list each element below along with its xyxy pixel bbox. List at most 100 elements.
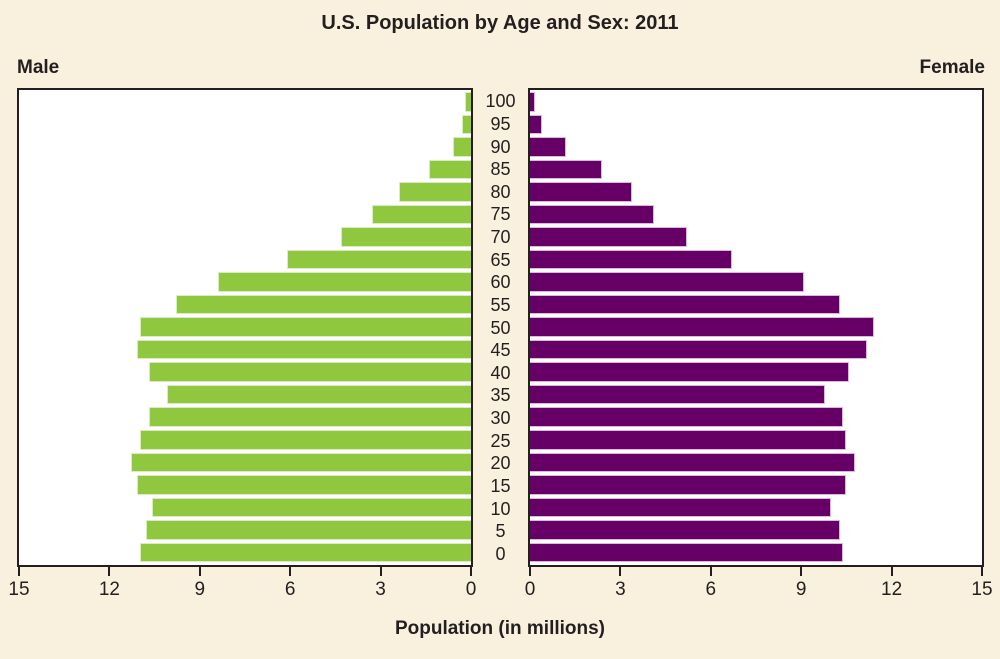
pyramid-row-female-30 (530, 407, 982, 430)
bar-male-age-10 (151, 497, 471, 518)
bar-female-age-40 (530, 362, 850, 382)
pyramid-row-male-15 (19, 475, 471, 498)
tick-male-9 (198, 567, 201, 576)
age-label-30: 30 (490, 408, 511, 429)
age-label-10: 10 (490, 498, 511, 519)
pyramid-row-female-45 (530, 339, 982, 363)
pyramid-row-male-35 (19, 384, 471, 408)
pyramid-row-female-80 (530, 182, 982, 205)
male-panel (17, 88, 473, 567)
bar-male-age-90 (452, 137, 471, 157)
bar-male-age-70 (341, 227, 471, 247)
bar-male-age-50 (139, 317, 471, 337)
bar-female-age-85 (530, 159, 603, 180)
bar-male-age-20 (130, 452, 471, 473)
pyramid-row-female-25 (530, 429, 982, 453)
pyramid-row-female-35 (530, 384, 982, 408)
bar-male-age-35 (166, 384, 471, 405)
bar-male-age-65 (287, 249, 471, 270)
bar-male-age-15 (136, 475, 471, 495)
pyramid-row-male-65 (19, 249, 471, 273)
tick-male-15 (18, 567, 20, 576)
pyramid-row-female-10 (530, 497, 982, 521)
bar-male-age-60 (217, 272, 471, 292)
age-label-75: 75 (490, 204, 511, 225)
bar-female-age-15 (530, 475, 847, 495)
bar-female-age-55 (530, 294, 841, 315)
pyramid-row-male-0 (19, 542, 471, 566)
age-label-55: 55 (490, 294, 511, 315)
male-x-axis: 15 12 9 6 3 0 (8, 567, 476, 607)
pyramid-row-male-5 (19, 520, 471, 543)
pyramid-row-female-5 (530, 520, 982, 543)
tick-label-male-12: 12 (98, 579, 120, 600)
age-label-50: 50 (490, 317, 511, 338)
age-label-90: 90 (490, 136, 511, 157)
tick-male-12 (108, 567, 111, 576)
pyramid-row-male-80 (19, 182, 471, 205)
tick-female-12 (890, 567, 893, 576)
chart-title: U.S. Population by Age and Sex: 2011 (321, 12, 679, 34)
tick-label-male-3: 3 (375, 579, 386, 600)
pyramid-row-male-45 (19, 339, 471, 363)
tick-label-female-3: 3 (615, 579, 626, 600)
bar-female-age-10 (530, 497, 832, 518)
pyramid-row-female-15 (530, 475, 982, 498)
pyramid-row-male-20 (19, 452, 471, 476)
bar-female-age-45 (530, 339, 868, 360)
pyramid-row-male-40 (19, 362, 471, 385)
bar-male-age-85 (428, 159, 471, 180)
tick-label-female-6: 6 (705, 579, 717, 600)
pyramid-row-male-50 (19, 317, 471, 340)
pyramid-row-female-0 (530, 542, 982, 566)
bar-male-age-100 (464, 92, 471, 112)
female-x-axis: 0 3 6 9 12 15 (525, 567, 993, 607)
tick-female-3 (619, 567, 622, 576)
bar-female-age-50 (530, 317, 874, 337)
pyramid-row-male-75 (19, 204, 471, 228)
age-label-0: 0 (495, 543, 506, 564)
bar-male-age-95 (461, 114, 471, 135)
bar-female-age-5 (530, 520, 841, 540)
pyramid-row-female-20 (530, 452, 982, 476)
tick-female-6 (709, 567, 712, 576)
tick-label-male-15: 15 (8, 579, 30, 600)
age-label-85: 85 (490, 159, 511, 180)
age-label-65: 65 (490, 249, 511, 270)
pyramid-row-female-65 (530, 249, 982, 273)
bar-male-age-25 (139, 429, 471, 450)
pyramid-row-female-70 (530, 227, 982, 250)
age-label-70: 70 (490, 227, 511, 248)
pyramid-row-female-95 (530, 114, 982, 138)
age-label-95: 95 (490, 113, 511, 134)
age-label-35: 35 (490, 385, 511, 406)
pyramid-row-male-70 (19, 227, 471, 250)
male-bars (19, 90, 471, 565)
bar-female-age-60 (530, 272, 805, 292)
pyramid-row-female-90 (530, 137, 982, 160)
tick-label-female-9: 9 (795, 579, 807, 600)
age-label-45: 45 (490, 340, 511, 361)
bar-male-age-40 (148, 362, 471, 382)
bar-female-age-100 (530, 92, 535, 112)
bar-female-age-80 (530, 182, 633, 202)
age-label-5: 5 (495, 521, 506, 542)
bar-female-age-95 (530, 114, 543, 135)
tick-label-female-12: 12 (881, 579, 903, 600)
pyramid-row-male-85 (19, 159, 471, 183)
pyramid-row-female-75 (530, 204, 982, 228)
age-label-80: 80 (490, 181, 511, 202)
tick-female-9 (800, 567, 803, 576)
pyramid-row-male-25 (19, 429, 471, 453)
bar-female-age-90 (530, 137, 567, 157)
age-label-25: 25 (490, 430, 511, 451)
pyramid-row-male-95 (19, 114, 471, 138)
tick-male-0 (470, 567, 472, 576)
female-panel-label: Female (919, 57, 985, 78)
pyramid-row-female-85 (530, 159, 982, 183)
tick-label-male-6: 6 (284, 579, 296, 600)
bar-male-age-5 (145, 520, 471, 540)
bar-male-age-30 (148, 407, 471, 427)
age-label-40: 40 (490, 362, 511, 383)
